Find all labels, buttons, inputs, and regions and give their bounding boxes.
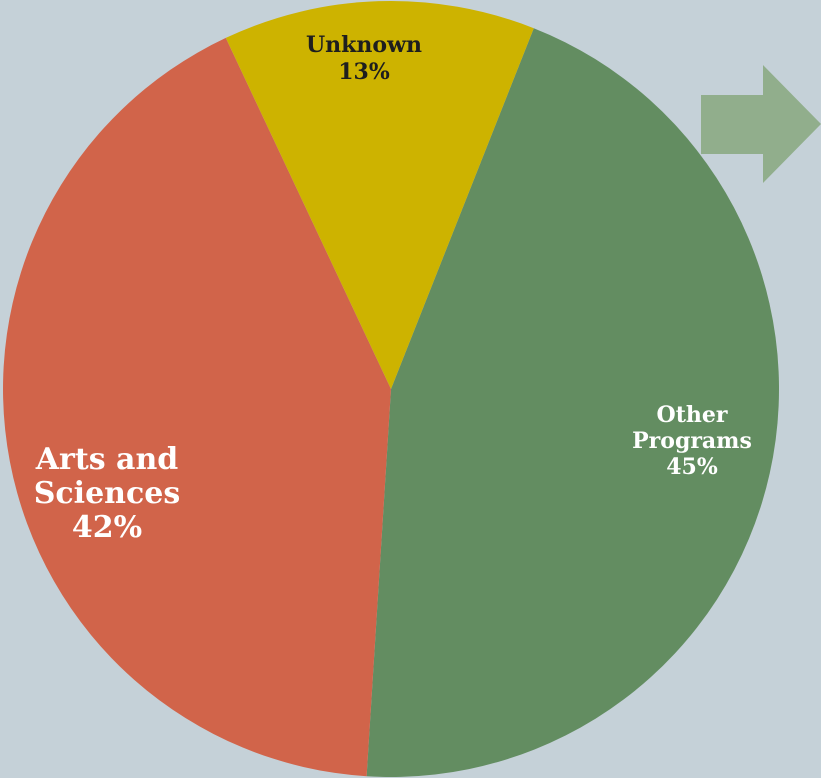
pie-slices xyxy=(3,0,780,777)
pie-slice xyxy=(225,0,534,390)
slice-label: Unknown 13% xyxy=(306,32,422,85)
slice-name-label: Unknown xyxy=(306,32,422,58)
slice-percent-label: 42% xyxy=(72,510,142,545)
slice-label: Other Programs 45% xyxy=(632,402,752,480)
pie-slice xyxy=(366,28,780,777)
pie-slice xyxy=(3,37,391,777)
pie-labels: Other Programs 45% Arts and Sciences 42% Unkno… xyxy=(34,32,752,545)
right-arrow-icon xyxy=(701,65,821,183)
slice-label: Arts and Sciences 42% xyxy=(34,442,180,545)
slice-percent-label: 13% xyxy=(338,59,390,85)
slice-percent-label: 45% xyxy=(666,454,718,480)
slice-name-label: Programs xyxy=(632,428,752,454)
slice-name-label: Arts and xyxy=(35,442,179,477)
slice-name-label: Sciences xyxy=(34,476,180,511)
slice-name-label: Other xyxy=(657,402,728,428)
